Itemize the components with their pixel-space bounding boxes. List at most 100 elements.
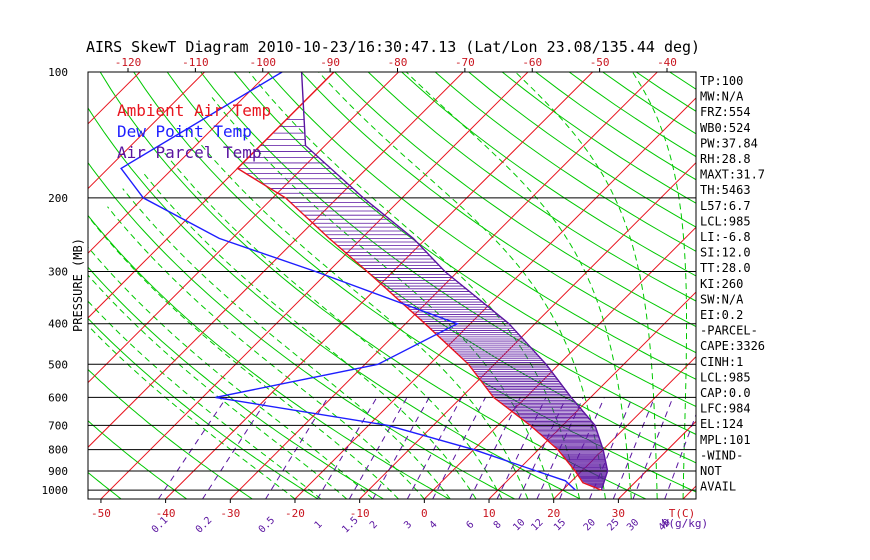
mixing-ratio-tick-label: 6 (465, 519, 477, 531)
index-entry: TP:100 (700, 74, 743, 88)
mixing-ratio-tick-label: 12 (529, 517, 545, 533)
isotherm-line (294, 97, 696, 499)
isotherm-line (88, 72, 205, 190)
bottom-temp-tick-label: -30 (220, 507, 240, 520)
bottom-temp-tick-label: 30 (612, 507, 625, 520)
mixing-ratio-line (348, 397, 408, 499)
dry-adiabat-line (88, 161, 515, 499)
dry-adiabat-line (88, 420, 188, 499)
isotherm-line (0, 72, 10, 499)
mixing-ratio-line (432, 397, 486, 499)
isotherm-line (165, 72, 593, 499)
dry-adiabat-line (200, 72, 696, 435)
index-entry: PW:37.84 (700, 136, 758, 150)
legend-entry: Air Parcel Temp (117, 143, 262, 162)
mixing-ratio-tick-label: 0.2 (194, 515, 215, 536)
index-entry: LFC:984 (700, 402, 751, 416)
dry-adiabat-line (434, 72, 696, 252)
dry-adiabat-line (770, 72, 870, 499)
pressure-tick-label: 100 (48, 66, 68, 79)
index-entry: AVAIL (700, 480, 736, 494)
xlabel: T(C) (669, 507, 696, 520)
mixing-ratio-line (589, 397, 633, 499)
index-entry: MW:N/A (700, 90, 744, 104)
dry-adiabat-line (88, 317, 319, 499)
isotherms (0, 72, 870, 499)
isotherm-line (100, 72, 529, 499)
pressure-tick-label: 900 (48, 465, 68, 478)
chart-title: AIRS SkewT Diagram 2010-10-23/16:30:47.1… (86, 38, 700, 56)
index-entry: L57:6.7 (700, 199, 751, 213)
pressure-tick-label: 700 (48, 419, 68, 432)
moist-adiabat-line (122, 188, 451, 499)
dry-adiabat-line (367, 72, 696, 302)
bottom-temp-tick-label: -10 (350, 507, 370, 520)
index-entry: -PARCEL- (700, 324, 758, 338)
moist-adiabat-line (88, 274, 348, 499)
index-entry: KI:260 (700, 277, 743, 291)
series-line (300, 72, 609, 491)
top-temp-tick-label: -80 (388, 56, 408, 69)
top-temp-tick-label: -60 (522, 56, 542, 69)
mixing-ratio-line (496, 397, 547, 499)
moist-adiabat-line (185, 126, 529, 499)
mixing-ratio-tick-label: 1 (313, 519, 325, 531)
index-entry: RH:28.8 (700, 152, 751, 166)
plot-frame (87, 71, 697, 500)
bottom-temp-tick-label: -20 (285, 507, 305, 520)
index-entry: MAXT:31.7 (700, 168, 765, 182)
mixing-ratio-lines (158, 397, 696, 499)
top-temp-tick-label: -90 (320, 56, 340, 69)
index-entry: EI:0.2 (700, 308, 743, 322)
moist-adiabat-line (211, 97, 555, 499)
isotherm-line (359, 161, 696, 499)
top-temp-tick-label: -120 (115, 56, 142, 69)
mixing-ratio-tick-label: 30 (625, 517, 641, 533)
legend: Ambient Air Temp Dew Point Temp Air Parcel… (117, 101, 271, 162)
dry-adiabat-line (267, 72, 696, 380)
dry-adiabat-line (300, 72, 696, 354)
mixing-ratio-tick-label: 10 (511, 517, 527, 533)
isotherm-line (88, 72, 270, 254)
index-entry: SI:12.0 (700, 246, 751, 260)
top-temp-tick-label: -50 (590, 56, 610, 69)
bottom-temp-tick-label: -50 (91, 507, 111, 520)
isotherm-line (748, 72, 870, 499)
dry-adiabat-line (88, 368, 253, 499)
sounding-series (120, 72, 609, 491)
index-entry: MPL:101 (700, 433, 751, 447)
index-entry: TT:28.0 (700, 261, 751, 275)
isotherm-line (88, 72, 399, 384)
pressure-tick-label: 200 (48, 192, 68, 205)
moist-adiabat-line (88, 246, 373, 499)
dry-adiabat-line (804, 72, 870, 499)
index-entry: LI:-6.8 (700, 230, 751, 244)
mixing-ratio-tick-label: 20 (582, 517, 598, 533)
index-entry: CAP:0.0 (700, 386, 751, 400)
series-line (236, 72, 602, 491)
isotherm-line (553, 355, 696, 499)
mixing-ratio-label: W(g/kg) (662, 517, 708, 530)
pressure-tick-label: 800 (48, 444, 68, 457)
isotherm-line (423, 226, 696, 499)
top-temp-tick-label: -110 (182, 56, 209, 69)
mixing-ratio-line (316, 397, 378, 499)
moist-adiabat-line (515, 72, 658, 499)
moist-adiabat-line (107, 206, 425, 499)
mixing-ratio-line (372, 397, 430, 499)
pressure-tick-label: 500 (48, 358, 68, 371)
ylabel: PRESSURE (MB) (71, 238, 85, 332)
isotherm-line (88, 72, 464, 448)
index-entry: EL:124 (700, 417, 743, 431)
bottom-temp-tick-label: 20 (547, 507, 560, 520)
bottom-temp-tick-label: -40 (156, 507, 176, 520)
index-entry: -WIND- (700, 448, 743, 462)
mixing-ratio-line (158, 397, 227, 499)
pressure-tick-label: 300 (48, 266, 68, 279)
dry-adiabat-line (88, 107, 581, 499)
moist-adiabat-line (88, 324, 296, 499)
index-entry: SW:N/A (700, 292, 744, 306)
pressure-tick-label: 1000 (42, 484, 69, 497)
moist-adiabat-line (248, 72, 581, 499)
